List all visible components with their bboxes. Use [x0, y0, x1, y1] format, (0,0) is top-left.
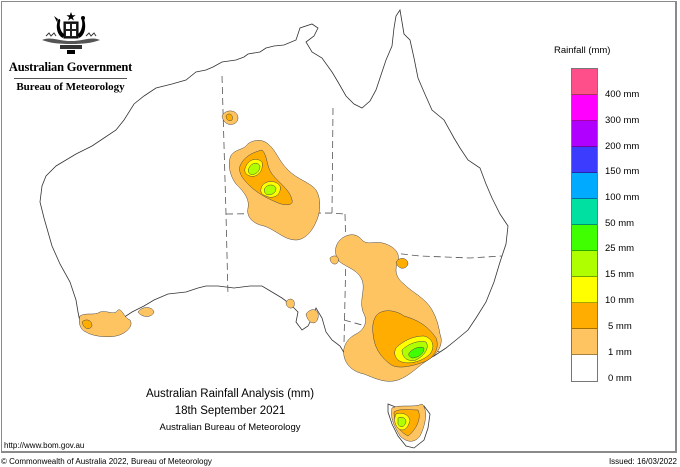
rain-25-50mm	[408, 346, 425, 359]
rainfall-legend-colorbar	[571, 68, 598, 382]
agency-logo: Australian Government Bureau of Meteorol…	[8, 10, 133, 93]
legend-label: 0 mm	[608, 373, 632, 384]
legend-swatch-400plus	[572, 69, 597, 95]
legend-label: 25 mm	[605, 243, 635, 254]
legend-label: 400 mm	[605, 89, 640, 100]
legend-swatch-5-10	[572, 303, 597, 329]
legend-label: 1 mm	[608, 347, 632, 358]
legend-swatch-50-100	[572, 199, 597, 225]
coat-of-arms-icon	[41, 12, 100, 54]
legend-swatch-300-400	[572, 95, 597, 121]
copyright-notice: © Commonwealth of Australia 2022, Bureau…	[1, 457, 212, 466]
bureau-name: Bureau of Meteorology	[16, 81, 125, 93]
legend-label: 5 mm	[608, 321, 632, 332]
map-title: Australian Rainfall Analysis (mm)	[145, 388, 315, 400]
legend-swatch-150-200	[572, 147, 597, 173]
legend-swatch-15-25	[572, 251, 597, 277]
legend-label: 15 mm	[605, 269, 635, 280]
agency-name: Australian Government	[8, 60, 133, 74]
legend-label: 10 mm	[605, 295, 635, 306]
map-date: 18th September 2021	[174, 405, 286, 417]
legend-label: 100 mm	[605, 192, 640, 203]
issued-date: Issued: 16/03/2022	[608, 457, 677, 466]
legend-title: Rainfall (mm)	[554, 45, 611, 56]
legend-swatch-100-150	[572, 173, 597, 199]
legend-swatch-0-1	[572, 355, 597, 381]
website-link[interactable]: http://www.bom.gov.au	[4, 441, 85, 450]
legend-swatch-25-50	[572, 225, 597, 251]
legend-label: 200 mm	[605, 141, 640, 152]
map-source: Australian Bureau of Meteorology	[159, 422, 301, 433]
legend-label: 300 mm	[605, 115, 640, 126]
legend-label: 150 mm	[605, 166, 640, 177]
legend-swatch-200-300	[572, 121, 597, 147]
logo-divider	[14, 78, 127, 79]
legend-swatch-1-5	[572, 329, 597, 355]
legend-swatch-10-15	[572, 277, 597, 303]
map-frame	[1, 1, 677, 453]
legend-label: 50 mm	[605, 218, 635, 229]
